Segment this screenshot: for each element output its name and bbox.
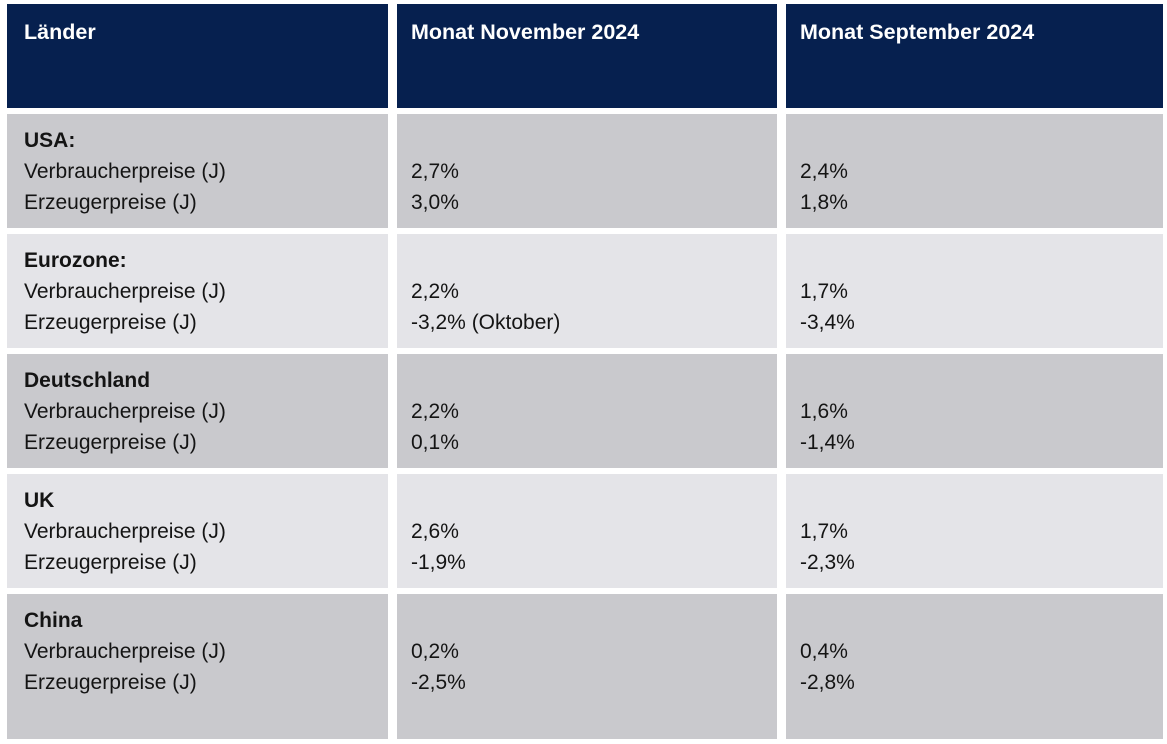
september-cell: 1,6% -1,4% — [786, 354, 1163, 468]
country-cell: Deutschland Verbraucherpreise (J) Erzeug… — [7, 354, 388, 468]
metric-value: -2,3% — [800, 551, 855, 574]
metric-value: 1,8% — [800, 191, 848, 214]
metric-label: Erzeugerpreise (J) — [24, 431, 197, 454]
column-header-laender: Länder — [7, 4, 388, 108]
metric-value: 0,2% — [411, 640, 459, 663]
november-cell: 2,2% -3,2% (Oktober) — [397, 234, 777, 348]
metric-label: Verbraucherpreise (J) — [24, 160, 226, 183]
metric-value: -3,4% — [800, 311, 855, 334]
country-name: Deutschland — [24, 369, 151, 392]
spacer-line — [800, 125, 1151, 156]
metric-value: -1,4% — [800, 431, 855, 454]
metric-label: Erzeugerpreise (J) — [24, 671, 197, 694]
spacer-line — [800, 245, 1151, 276]
country-name: Eurozone: — [24, 249, 127, 272]
spacer-line — [800, 365, 1151, 396]
spacer-line — [800, 605, 1151, 636]
metric-label: Erzeugerpreise (J) — [24, 191, 197, 214]
inflation-table: Länder Monat November 2024 Monat Septemb… — [7, 4, 1163, 739]
spacer-line — [411, 605, 765, 636]
country-name: USA: — [24, 129, 76, 152]
metric-value: 1,6% — [800, 400, 848, 423]
metric-value: 2,6% — [411, 520, 459, 543]
country-cell: USA: Verbraucherpreise (J) Erzeugerpreis… — [7, 114, 388, 228]
metric-label: Verbraucherpreise (J) — [24, 400, 226, 423]
metric-value: 2,4% — [800, 160, 848, 183]
metric-value: -2,8% — [800, 671, 855, 694]
metric-value: 2,2% — [411, 400, 459, 423]
metric-label: Verbraucherpreise (J) — [24, 520, 226, 543]
spacer-line — [800, 485, 1151, 516]
country-cell: China Verbraucherpreise (J) Erzeugerprei… — [7, 594, 388, 739]
metric-label: Verbraucherpreise (J) — [24, 640, 226, 663]
spacer-line — [411, 485, 765, 516]
metric-value: -1,9% — [411, 551, 466, 574]
metric-value: -3,2% (Oktober) — [411, 311, 561, 334]
metric-label: Erzeugerpreise (J) — [24, 551, 197, 574]
column-header-september: Monat September 2024 — [786, 4, 1163, 108]
country-name: UK — [24, 489, 55, 512]
metric-value: 1,7% — [800, 280, 848, 303]
metric-label: Verbraucherpreise (J) — [24, 280, 226, 303]
metric-value: 2,2% — [411, 280, 459, 303]
spacer-line — [411, 365, 765, 396]
september-cell: 2,4% 1,8% — [786, 114, 1163, 228]
country-name: China — [24, 609, 83, 632]
spacer-line — [411, 125, 765, 156]
spacer-line — [411, 245, 765, 276]
metric-value: 2,7% — [411, 160, 459, 183]
country-cell: UK Verbraucherpreise (J) Erzeugerpreise … — [7, 474, 388, 588]
column-header-november: Monat November 2024 — [397, 4, 777, 108]
september-cell: 1,7% -3,4% — [786, 234, 1163, 348]
november-cell: 2,2% 0,1% — [397, 354, 777, 468]
metric-value: 0,4% — [800, 640, 848, 663]
september-cell: 1,7% -2,3% — [786, 474, 1163, 588]
november-cell: 2,6% -1,9% — [397, 474, 777, 588]
november-cell: 0,2% -2,5% — [397, 594, 777, 739]
metric-value: 3,0% — [411, 191, 459, 214]
country-cell: Eurozone: Verbraucherpreise (J) Erzeuger… — [7, 234, 388, 348]
metric-value: -2,5% — [411, 671, 466, 694]
metric-value: 0,1% — [411, 431, 459, 454]
metric-label: Erzeugerpreise (J) — [24, 311, 197, 334]
metric-value: 1,7% — [800, 520, 848, 543]
november-cell: 2,7% 3,0% — [397, 114, 777, 228]
september-cell: 0,4% -2,8% — [786, 594, 1163, 739]
